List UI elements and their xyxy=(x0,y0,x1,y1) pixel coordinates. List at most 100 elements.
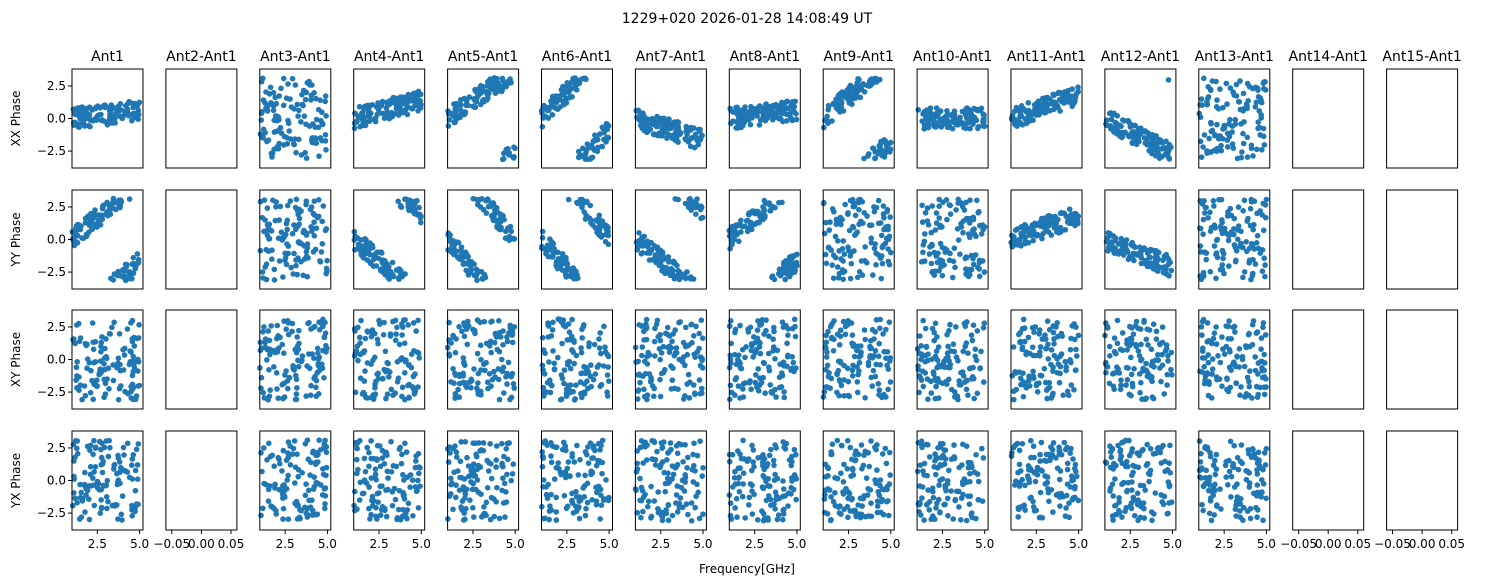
scatter-point xyxy=(460,261,467,268)
scatter-point xyxy=(374,490,381,497)
scatter-point xyxy=(456,380,463,387)
panel-1-0: −2.50.02.5YY Phase xyxy=(9,189,144,290)
scatter-point xyxy=(641,233,647,240)
scatter-point xyxy=(750,447,757,453)
scatter-point xyxy=(402,370,408,376)
scatter-point xyxy=(981,112,987,118)
scatter-point xyxy=(475,370,482,377)
scatter-point xyxy=(278,229,285,235)
scatter-point xyxy=(417,483,423,490)
scatter-point xyxy=(754,335,761,342)
scatter-point xyxy=(394,359,401,365)
scatter-point xyxy=(130,254,137,261)
scatter-point xyxy=(546,508,553,514)
scatter-point xyxy=(390,463,397,469)
scatter-point xyxy=(487,338,494,345)
scatter-point xyxy=(956,504,962,510)
column-title-ant2-ant1: Ant2-Ant1 xyxy=(166,49,236,65)
scatter-point xyxy=(833,105,840,111)
scatter-point xyxy=(389,489,396,495)
scatter-point xyxy=(354,456,360,463)
scatter-point xyxy=(351,228,358,235)
scatter-point xyxy=(368,438,374,444)
scatter-point xyxy=(382,348,389,355)
scatter-point xyxy=(1038,467,1044,473)
scatter-point xyxy=(539,123,546,130)
scatter-point xyxy=(135,441,142,447)
scatter-point xyxy=(691,462,697,469)
scatter-point xyxy=(1014,440,1021,447)
scatter-point xyxy=(643,122,650,128)
scatter-point xyxy=(98,349,104,355)
panel-0-4 xyxy=(445,68,520,169)
scatter-point xyxy=(771,276,778,283)
scatter-point xyxy=(74,373,80,379)
scatter-point xyxy=(761,208,767,215)
axes-frame xyxy=(165,68,238,169)
scatter-point xyxy=(847,82,854,89)
scatter-point xyxy=(965,392,971,399)
scatter-point xyxy=(767,382,774,388)
scatter-point xyxy=(461,509,467,515)
scatter-point xyxy=(980,117,987,124)
scatter-point xyxy=(87,471,94,478)
scatter-point xyxy=(288,264,295,271)
scatter-point xyxy=(1034,389,1041,395)
scatter-point xyxy=(837,378,843,385)
scatter-point xyxy=(274,117,280,124)
y-tick-label: 0.0 xyxy=(47,353,66,367)
scatter-point xyxy=(933,348,940,355)
scatter-point xyxy=(850,95,856,102)
scatter-point xyxy=(474,477,481,483)
scatter-point xyxy=(302,96,309,103)
scatter-point xyxy=(297,506,303,513)
scatter-point xyxy=(384,261,390,267)
scatter-point xyxy=(735,383,742,389)
scatter-point xyxy=(832,233,839,240)
scatter-point xyxy=(294,207,301,214)
scatter-point xyxy=(130,104,137,111)
scatter-point xyxy=(402,317,408,323)
scatter-point xyxy=(266,367,272,373)
scatter-point xyxy=(582,472,588,479)
scatter-point xyxy=(126,274,132,280)
scatter-point xyxy=(259,269,266,275)
scatter-point xyxy=(693,203,700,210)
scatter-point xyxy=(273,511,280,517)
scatter-point xyxy=(87,447,93,454)
scatter-point xyxy=(560,83,566,90)
scatter-point xyxy=(299,91,305,98)
scatter-point xyxy=(605,353,612,360)
scatter-point xyxy=(919,484,926,490)
scatter-point xyxy=(573,382,579,389)
scatter-point xyxy=(569,79,575,85)
scatter-point xyxy=(823,260,830,267)
scatter-point xyxy=(323,449,330,456)
x-tick-label: 5.0 xyxy=(130,537,149,551)
scatter-point xyxy=(944,481,951,487)
scatter-point xyxy=(1066,206,1073,212)
scatter-point xyxy=(695,141,701,148)
scatter-point xyxy=(121,452,127,458)
scatter-point xyxy=(392,337,399,344)
scatter-point xyxy=(886,233,893,240)
scatter-point xyxy=(463,101,470,107)
scatter-point xyxy=(674,483,681,489)
panel-2-4 xyxy=(444,309,520,410)
scatter-point xyxy=(649,118,656,125)
scatter-point xyxy=(1016,461,1023,468)
scatter-point xyxy=(311,219,317,225)
scatter-point xyxy=(1075,332,1082,339)
scatter-point xyxy=(958,517,964,523)
scatter-point xyxy=(92,339,99,345)
scatter-point xyxy=(310,324,317,331)
scatter-point xyxy=(101,444,108,451)
scatter-point xyxy=(792,323,798,330)
scatter-point xyxy=(844,503,851,510)
scatter-point xyxy=(760,113,766,120)
scatter-point xyxy=(581,389,587,396)
scatter-point xyxy=(564,337,571,343)
scatter-point xyxy=(465,463,472,469)
scatter-point xyxy=(478,392,484,398)
scatter-point xyxy=(118,511,125,518)
